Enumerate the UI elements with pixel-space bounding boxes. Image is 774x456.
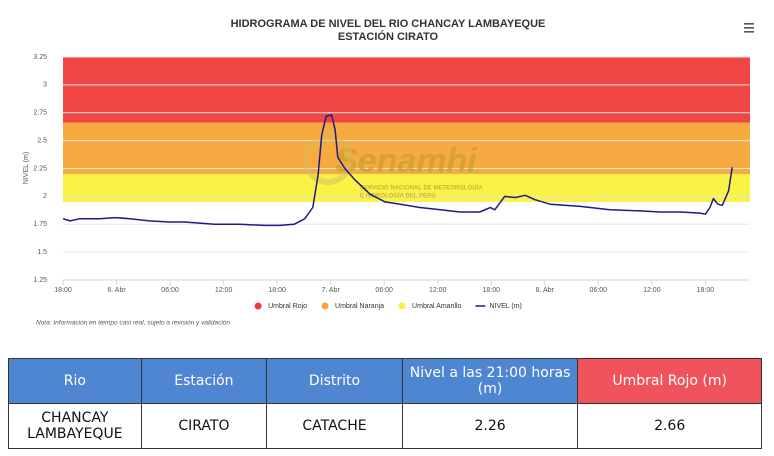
table-header: Distrito [266,358,403,404]
x-tick-label: 18:00 [697,287,715,294]
table-cell: 2.26 [401,403,579,449]
y-tick-label: 1.5 [37,249,47,256]
y-tick-label: 1.75 [33,221,47,228]
x-tick-label: 7. Abr [322,287,341,294]
table-body: CHANCAY LAMBAYEQUE CIRATO CATACHE 2.26 2.66 [8,403,762,449]
table-cell: CATACHE [266,403,403,449]
legend-symbol [254,302,262,310]
legend-label: Umbral Amarillo [412,303,462,310]
legend-label: Umbral Rojo [268,303,307,310]
x-tick-label: 18:00 [268,287,286,294]
watermark-subtitle: SERVICIO NACIONAL DE METEOROLOGÍA [360,184,483,192]
table-cell: 2.66 [577,403,762,449]
watermark-sun [303,135,353,185]
legend-symbol [321,302,329,310]
chart-subtitle: ESTACIÓN CIRATO [338,30,439,43]
watermark-title: Senamhi [335,142,478,180]
y-tick-label: 2.5 [37,137,47,144]
threshold-band [63,57,750,123]
table-cell: CIRATO [140,403,268,449]
legend-label: Umbral Naranja [335,303,384,310]
legend: Umbral Rojo Umbral Naranja Umbral Amarillo… [254,302,522,310]
y-tick-label: 3.25 [33,54,47,61]
x-tick-label: 18:00 [54,287,72,294]
x-tick-label: 06:00 [375,287,393,294]
menu-bar[interactable] [744,31,754,33]
menu-icon[interactable] [744,23,754,33]
menu-bar[interactable] [744,23,754,25]
x-tick-label: 6. Abr [107,287,126,294]
chart-title: HIDROGRAMA DE NIVEL DEL RIO CHANCAY LAMB… [231,18,546,30]
legend-symbol [398,302,406,310]
x-tick-label: 18:00 [482,287,500,294]
data-table: Rio Estación Distrito Nivel a las 21:00 hor… [8,358,762,449]
header-row: Rio Estación Distrito Nivel a las 21:00 hor… [8,358,762,404]
threshold-band [63,174,750,202]
y-tick-label: 1.25 [33,277,47,284]
threshold-band [63,122,750,175]
legend-label: NIVEL (m) [489,303,521,310]
table-row: CHANCAY LAMBAYEQUE CIRATO CATACHE 2.26 2.66 [8,403,762,449]
x-tick-label: 12:00 [429,287,447,294]
x-tick-label: 12:00 [643,287,661,294]
note: Nota: Información en tiempo casi real, s… [36,320,230,327]
table-header: Estación [140,358,268,404]
x-tick-label: 06:00 [161,287,179,294]
y-axis-label: NIVEL (m) [23,152,30,184]
table-header: Nivel a las 21:00 horas (m) [401,358,579,404]
x-tick-label: 12:00 [215,287,233,294]
y-tick-label: 2 [43,193,47,200]
table-cell: CHANCAY LAMBAYEQUE [8,403,142,449]
x-tick-label: 8. Abr [536,287,555,294]
menu-bar[interactable] [744,27,754,29]
data-line [62,114,733,227]
x-tick-label: 06:00 [590,287,608,294]
table-header: Rio [8,358,142,404]
table-header: Umbral Rojo (m) [577,358,762,404]
watermark-subtitle: E HIDROLOGÍA DEL PERÚ [360,192,436,200]
y-tick-label: 3 [43,82,47,89]
chart: HIDROGRAMA DE NIVEL DEL RIO CHANCAY LAMB… [23,18,754,327]
y-tick-label: 2.25 [33,165,47,172]
y-tick-label: 2.75 [33,110,47,117]
